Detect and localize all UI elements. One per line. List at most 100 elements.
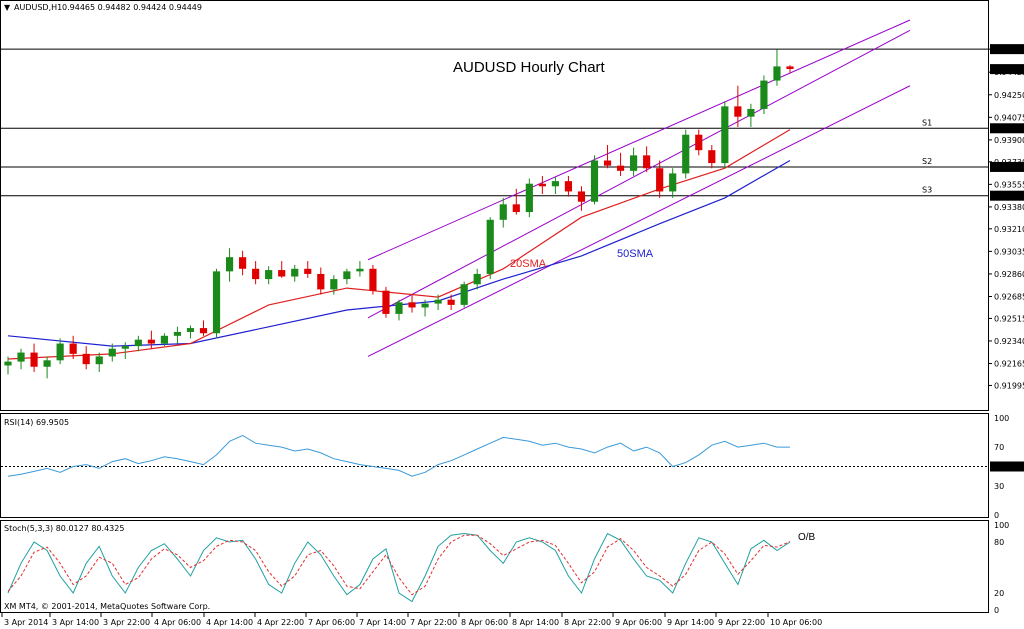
candle-body[interactable] <box>43 360 51 367</box>
candle-body[interactable] <box>265 270 273 280</box>
candle-body[interactable] <box>577 191 586 202</box>
candle-body[interactable] <box>239 257 247 269</box>
candle-body[interactable] <box>747 108 755 117</box>
candle-body[interactable] <box>460 284 468 305</box>
candle-body[interactable] <box>82 353 90 365</box>
candle-body[interactable] <box>669 173 677 192</box>
candle-body[interactable] <box>590 160 599 202</box>
stoch-panel[interactable] <box>0 520 989 613</box>
candle-body[interactable] <box>473 273 481 285</box>
candle-body[interactable] <box>186 328 195 332</box>
y-tick-label: 0.94425 <box>994 68 1024 77</box>
candle-body[interactable] <box>160 335 168 344</box>
y-tick-label: 0.93555 <box>994 180 1024 189</box>
candle-body[interactable] <box>278 270 286 277</box>
candle-body[interactable] <box>212 271 221 334</box>
candle-body[interactable] <box>291 268 299 277</box>
candle-body[interactable] <box>603 160 612 166</box>
candle-body[interactable] <box>538 183 546 187</box>
y-tick-label: 0.91995 <box>994 381 1024 390</box>
candle-body[interactable] <box>356 268 364 272</box>
candle-body[interactable] <box>69 343 77 354</box>
candle-body[interactable] <box>304 268 312 274</box>
candle-body[interactable] <box>56 343 64 361</box>
stoch-main-line <box>7 532 791 603</box>
candle-body[interactable] <box>108 348 116 357</box>
candle-body[interactable] <box>330 279 338 290</box>
stoch-tick-label: 0 <box>994 606 999 615</box>
candle-body[interactable] <box>564 181 573 192</box>
level-price-box <box>990 44 1024 55</box>
candle-body[interactable] <box>343 271 351 280</box>
candle-body[interactable] <box>708 150 716 164</box>
y-tick-label: 0.93210 <box>994 225 1024 234</box>
candle-body[interactable] <box>734 106 742 117</box>
candle-body[interactable] <box>721 106 729 164</box>
candle-body[interactable] <box>4 361 12 366</box>
y-tick-label: 0.93035 <box>994 247 1024 256</box>
candle-body[interactable] <box>369 268 377 291</box>
rsi-tick-label: 100 <box>994 414 1009 423</box>
candle-body[interactable] <box>408 302 416 308</box>
x-tick-label: 7 Apr 06:00 <box>308 618 355 627</box>
rsi-tick-label: 0 <box>994 511 999 520</box>
y-tick-label: 0.92860 <box>994 270 1024 279</box>
candle-body[interactable] <box>551 181 559 187</box>
candle-body[interactable] <box>512 204 520 213</box>
x-tick-label: 9 Apr 22:00 <box>718 618 765 627</box>
x-tick-label: 3 Apr 22:00 <box>103 618 150 627</box>
candle-body[interactable] <box>643 155 651 169</box>
channel-line-3 <box>367 85 911 357</box>
channel-line-2 <box>367 29 911 319</box>
x-tick-label: 8 Apr 22:00 <box>564 618 611 627</box>
candle-body[interactable] <box>95 356 103 365</box>
candle-body[interactable] <box>630 155 638 171</box>
candle-body[interactable] <box>773 66 781 81</box>
copyright-label: XM MT4, © 2001-2014, MetaQuotes Software… <box>4 602 210 611</box>
candle-body[interactable] <box>134 339 142 347</box>
stoch-tick-label: 20 <box>994 589 1004 598</box>
candle-body[interactable] <box>317 273 325 290</box>
candle-body[interactable] <box>395 302 403 314</box>
rsi-tick-label: 50.00000 <box>992 463 1024 472</box>
x-tick-label: 7 Apr 22:00 <box>410 618 457 627</box>
candle-body[interactable] <box>173 331 182 336</box>
y-tick-label: 0.93900 <box>994 136 1024 145</box>
candle-body[interactable] <box>199 328 208 334</box>
candle-body[interactable] <box>695 134 703 151</box>
chart-header-arrow[interactable]: ▼ <box>4 3 11 12</box>
x-tick-label: 3 Apr 14:00 <box>52 618 99 627</box>
candle-body[interactable] <box>682 134 690 174</box>
candle-body[interactable] <box>760 80 768 109</box>
level-label-s2: S2 <box>922 157 932 166</box>
candle-body[interactable] <box>616 165 625 171</box>
candle-body[interactable] <box>382 290 390 314</box>
candle-body[interactable] <box>225 257 234 272</box>
symbol-label: AUDUSD,H1 <box>14 3 62 12</box>
candle-body[interactable] <box>499 204 507 220</box>
candle-body[interactable] <box>17 352 25 362</box>
x-tick-label: 3 Apr 2014 <box>4 618 48 627</box>
stoch-tick-label: 80 <box>994 538 1004 547</box>
x-tick-label: 8 Apr 06:00 <box>461 618 508 627</box>
x-tick-label: 9 Apr 06:00 <box>615 618 662 627</box>
level-price-label: 0.93467 <box>992 192 1024 201</box>
candle-body[interactable] <box>525 183 533 213</box>
candle-body[interactable] <box>421 303 429 308</box>
level-price-box <box>990 161 1024 172</box>
candle-body[interactable] <box>656 168 664 192</box>
candle-body[interactable] <box>786 66 794 69</box>
rsi-panel[interactable] <box>0 413 989 518</box>
candle-body[interactable] <box>121 346 129 349</box>
x-tick-label: 4 Apr 22:00 <box>257 618 304 627</box>
rsi-ref-box <box>990 461 1024 472</box>
candle-body[interactable] <box>486 219 494 274</box>
candle-body[interactable] <box>434 299 442 304</box>
candle-body[interactable] <box>30 352 38 367</box>
candle-body[interactable] <box>252 268 260 280</box>
candle-body[interactable] <box>447 299 455 305</box>
candle-body[interactable] <box>147 339 155 344</box>
chart-title: AUDUSD Hourly Chart <box>453 59 606 76</box>
x-tick-label: 4 Apr 06:00 <box>154 618 201 627</box>
